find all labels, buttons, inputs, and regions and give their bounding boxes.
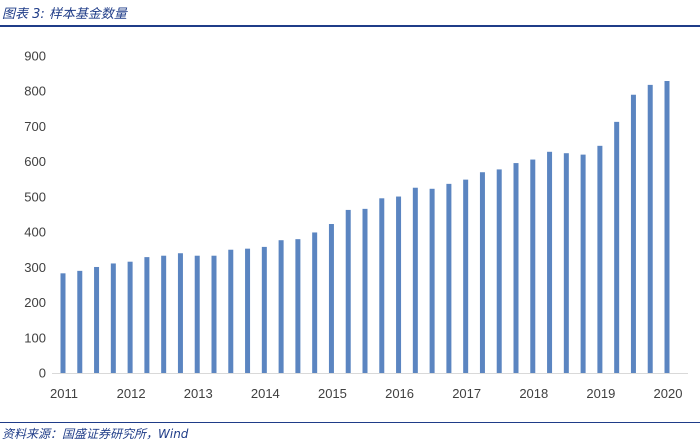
x-tick-label: 2017	[452, 386, 481, 401]
bar	[446, 183, 452, 373]
bar	[144, 257, 150, 373]
bar	[563, 153, 569, 373]
y-tick-label: 600	[24, 154, 46, 169]
source-divider	[0, 422, 700, 423]
y-tick-label: 800	[24, 84, 46, 99]
y-tick-label: 0	[39, 366, 46, 381]
y-tick-label: 300	[24, 260, 46, 275]
bar	[261, 246, 267, 373]
x-tick-label: 2014	[251, 386, 280, 401]
bar	[60, 273, 66, 373]
bar	[463, 179, 469, 373]
figure-title: 图表 3: 样本基金数量	[2, 7, 127, 22]
y-tick-label: 900	[24, 49, 46, 64]
bar	[161, 255, 167, 373]
bar	[228, 249, 234, 373]
y-tick-label: 200	[24, 295, 46, 310]
x-tick-label: 2013	[184, 386, 213, 401]
x-tick-label: 2018	[519, 386, 548, 401]
bar	[94, 266, 100, 373]
bar	[295, 239, 301, 373]
y-tick-label: 400	[24, 225, 46, 240]
bar	[245, 248, 251, 373]
bar	[614, 121, 620, 374]
bar	[278, 240, 284, 373]
bar	[177, 253, 183, 373]
x-tick-label: 2012	[117, 386, 146, 401]
bar	[580, 154, 586, 373]
bar	[127, 261, 133, 373]
y-tick-label: 500	[24, 189, 46, 204]
bar	[77, 270, 83, 373]
bar	[412, 187, 418, 373]
bar	[513, 163, 519, 373]
x-tick-label: 2011	[50, 386, 78, 401]
y-tick-label: 100	[24, 330, 46, 345]
y-tick-label: 700	[24, 119, 46, 134]
bar	[312, 232, 318, 373]
bar	[379, 198, 385, 373]
bar	[110, 263, 116, 373]
bar	[496, 169, 502, 373]
x-tick-label: 2019	[586, 386, 615, 401]
bar	[345, 209, 351, 373]
bar	[647, 84, 653, 373]
title-divider	[0, 25, 700, 27]
bar	[328, 224, 334, 373]
bar	[429, 188, 435, 373]
y-axis-ticks: 0 100 200 300 400 500 600 700 800 900	[24, 49, 46, 381]
bar	[194, 255, 200, 373]
bar	[547, 151, 553, 373]
source-note: 资料来源：国盛证券研究所，Wind	[2, 427, 189, 441]
bar	[211, 255, 217, 373]
x-tick-label: 2016	[385, 386, 414, 401]
bar	[479, 172, 485, 373]
bars-group	[60, 81, 670, 374]
bar	[597, 145, 603, 373]
bar	[530, 159, 536, 373]
bar	[664, 81, 670, 373]
x-axis-ticks: 2011 2012 2013 2014 2015 2016 2017 2018 2019 2020	[50, 386, 682, 401]
bar	[630, 94, 636, 374]
x-tick-label: 2020	[654, 386, 683, 401]
x-tick-label: 2015	[318, 386, 347, 401]
bar	[362, 208, 368, 373]
bar	[396, 196, 402, 373]
